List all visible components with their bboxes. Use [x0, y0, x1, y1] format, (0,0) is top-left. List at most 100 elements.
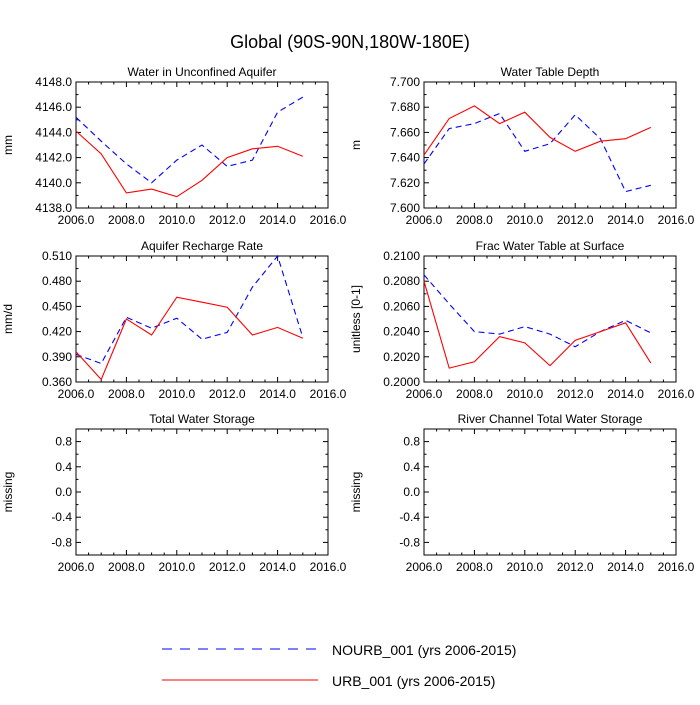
plot-frame: [423, 255, 677, 383]
y-tick-label: 7.660: [390, 125, 420, 139]
series-line-urb-001: [75, 130, 304, 198]
y-tick-label: -0.4: [399, 510, 420, 524]
series-line-nourb-001: [423, 112, 651, 193]
plot-frame: [75, 428, 329, 556]
series-line-nourb-001: [423, 274, 652, 348]
y-axis-label: missing: [349, 472, 363, 513]
x-tick-label: 2010.0: [506, 213, 543, 227]
y-tick-label: 0.0: [55, 485, 72, 499]
y-tick-label: 0.8: [403, 435, 420, 449]
y-axis-label: unitless [0-1]: [349, 285, 363, 353]
x-tick-label: 2006.0: [58, 387, 95, 401]
x-tick-label: 2016.0: [658, 560, 695, 574]
x-tick-label: 2006.0: [406, 560, 443, 574]
y-tick-label: 4146.0: [35, 100, 72, 114]
chart-panel-2: Water Table Depth m 2006.0 2008.0 2010.0 2012…: [349, 65, 695, 227]
x-tick-label: 2008.0: [456, 213, 493, 227]
x-tick-label: 2010.0: [158, 213, 195, 227]
plot-frame: [423, 81, 677, 209]
x-tick-label: 2012.0: [209, 560, 246, 574]
y-tick-label: 0.390: [42, 350, 72, 364]
y-tick-label: 0.0: [403, 485, 420, 499]
chart-panels: Water in Unconfined Aquifer mm 2006.0 2008.…: [1, 65, 695, 574]
y-tick-label: 0.510: [42, 249, 72, 263]
x-tick-label: 2010.0: [506, 387, 543, 401]
y-tick-label: 0.8: [55, 435, 72, 449]
x-tick-label: 2016.0: [310, 387, 347, 401]
x-tick-label: 2006.0: [406, 213, 443, 227]
x-tick-label: 2014.0: [607, 213, 644, 227]
y-tick-label: 4142.0: [35, 151, 72, 165]
x-tick-label: 2012.0: [209, 213, 246, 227]
series-line-nourb-001: [75, 96, 304, 184]
x-tick-label: 2006.0: [58, 560, 95, 574]
series-line-urb-001: [75, 296, 304, 381]
x-tick-label: 2006.0: [58, 213, 95, 227]
x-tick-label: 2008.0: [108, 213, 145, 227]
panel-title: Frac Water Table at Surface: [476, 239, 625, 253]
legend-label-urb: URB_001 (yrs 2006-2015): [332, 673, 495, 689]
chart-panel-5: Total Water Storage missing 2006.0 2008.0 20…: [1, 412, 347, 574]
chart-panel-1: Water in Unconfined Aquifer mm 2006.0 2008.…: [1, 65, 347, 227]
y-tick-label: 0.4: [403, 460, 420, 474]
y-tick-label: 7.700: [390, 75, 420, 89]
y-axis-label: mm/d: [1, 304, 15, 334]
y-tick-label: 0.2020: [383, 350, 420, 364]
x-tick-label: 2012.0: [209, 387, 246, 401]
x-tick-label: 2008.0: [456, 387, 493, 401]
panel-title: Water Table Depth: [501, 65, 600, 79]
y-tick-label: -0.4: [51, 510, 72, 524]
panel-title: Aquifer Recharge Rate: [141, 239, 263, 253]
x-tick-label: 2012.0: [557, 560, 594, 574]
y-tick-label: 0.2100: [383, 249, 420, 263]
y-tick-label: 7.600: [390, 201, 420, 215]
x-tick-label: 2014.0: [259, 213, 296, 227]
panel-title: Total Water Storage: [149, 412, 255, 426]
x-tick-label: 2014.0: [259, 387, 296, 401]
x-tick-label: 2008.0: [456, 560, 493, 574]
chart-panel-6: River Channel Total Water Storage missing…: [349, 412, 695, 574]
y-tick-label: 0.360: [42, 375, 72, 389]
y-tick-label: 0.2040: [383, 325, 420, 339]
x-tick-label: 2008.0: [108, 387, 145, 401]
y-tick-label: 7.680: [390, 100, 420, 114]
y-tick-label: -0.8: [399, 535, 420, 549]
x-tick-label: 2010.0: [506, 560, 543, 574]
x-tick-label: 2016.0: [310, 560, 347, 574]
x-tick-label: 2016.0: [658, 213, 695, 227]
y-tick-label: 0.4: [55, 460, 72, 474]
series-line-nourb-001: [75, 254, 304, 365]
series-line-urb-001: [423, 281, 652, 369]
y-tick-label: 0.2080: [383, 274, 420, 288]
x-tick-label: 2016.0: [658, 387, 695, 401]
y-tick-label: 4144.0: [35, 125, 72, 139]
y-tick-label: 0.420: [42, 325, 72, 339]
series-line-urb-001: [423, 105, 652, 156]
panel-title: River Channel Total Water Storage: [458, 412, 643, 426]
x-tick-label: 2014.0: [607, 387, 644, 401]
x-tick-label: 2006.0: [406, 387, 443, 401]
x-tick-label: 2016.0: [310, 213, 347, 227]
y-tick-label: 0.2060: [383, 299, 420, 313]
x-tick-label: 2014.0: [259, 560, 296, 574]
x-tick-label: 2008.0: [108, 560, 145, 574]
plot-frame: [423, 428, 677, 556]
plot-frame: [75, 255, 329, 383]
legend-label-nourb: NOURB_001 (yrs 2006-2015): [332, 642, 516, 658]
y-tick-label: 0.480: [42, 274, 72, 288]
y-tick-label: 4138.0: [35, 201, 72, 215]
chart-panel-3: Aquifer Recharge Rate mm/d 2006.0 2008.0 201…: [1, 239, 347, 401]
legend: NOURB_001 (yrs 2006-2015) URB_001 (yrs 2…: [162, 642, 516, 689]
x-tick-label: 2010.0: [158, 560, 195, 574]
y-tick-label: -0.8: [51, 535, 72, 549]
x-tick-label: 2012.0: [557, 213, 594, 227]
chart-panel-4: Frac Water Table at Surface unitless [0-1…: [349, 239, 695, 401]
figure-title: Global (90S-90N,180W-180E): [230, 32, 470, 52]
x-tick-label: 2014.0: [607, 560, 644, 574]
y-tick-label: 7.640: [390, 151, 420, 165]
y-tick-label: 0.450: [42, 299, 72, 313]
x-tick-label: 2010.0: [158, 387, 195, 401]
x-tick-label: 2012.0: [557, 387, 594, 401]
